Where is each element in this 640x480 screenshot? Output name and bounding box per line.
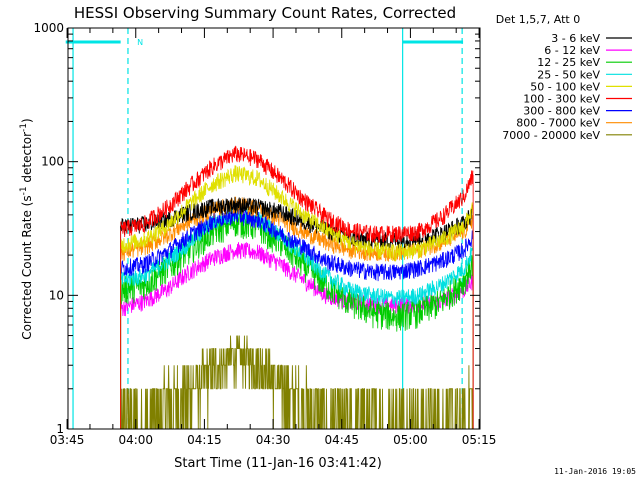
x-tick-label: 04:00 [118,433,153,447]
series-line-5 [120,145,474,243]
x-tick-label: 03:45 [50,433,85,447]
legend-label: 6 - 12 keV [544,44,600,57]
x-tick-label: 04:15 [187,433,222,447]
x-tick-label: 04:30 [256,433,291,447]
y-tick-label: 1 [56,422,64,436]
x-axis-label: Start Time (11-Jan-16 03:41:42) [174,456,382,471]
legend-label: 12 - 25 keV [537,56,600,69]
x-tick-label: 05:00 [393,433,428,447]
y-tick-label: 1000 [33,21,64,35]
y-tick-label: 100 [41,155,64,169]
axes: 1 10 100 1000 03:45 04:00 04:15 04:30 04:45 05:00… [33,21,496,447]
legend-label: 25 - 50 keV [537,68,600,81]
legend-label: 800 - 7000 keV [516,117,600,130]
legend-label: 300 - 800 keV [523,105,600,118]
flag-label: N [137,38,143,47]
series-group [120,145,474,429]
chart-title: HESSI Observing Summary Count Rates, Cor… [74,4,456,22]
series-line-8 [120,335,474,429]
legend-label: 50 - 100 keV [530,80,600,93]
legend-label: 7000 - 20000 keV [502,129,600,142]
series-line-2 [120,209,474,332]
x-tick-label: 04:45 [324,433,359,447]
timestamp-footer: 11-Jan-2016 19:05 [554,467,636,476]
legend-label: 3 - 6 keV [551,32,600,45]
series-line-3 [120,204,474,308]
legend-title: Det 1,5,7, Att 0 [496,13,580,26]
x-tick-label: 05:15 [462,433,497,447]
y-tick-label: 10 [49,288,64,302]
series-line-4 [120,165,474,262]
series-line-6 [120,206,474,282]
plot-frame [67,27,481,430]
y-axis-label: Corrected Count Rate (s-1 detector-1) [19,118,34,339]
legend-label: 100 - 300 keV [523,93,600,106]
